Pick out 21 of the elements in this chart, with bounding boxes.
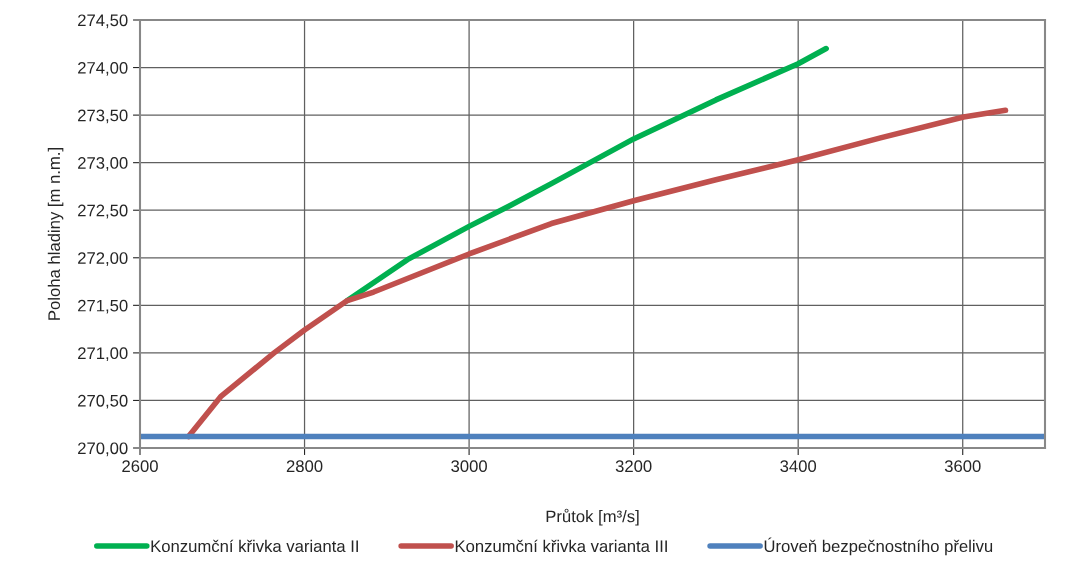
y-tick-label: 273,50 (78, 109, 128, 124)
y-tick-label: 270,50 (78, 394, 128, 409)
x-tick-label: 2800 (286, 460, 323, 473)
y-tick-label: 271,50 (78, 299, 128, 314)
y-tick-label: 272,50 (78, 204, 128, 219)
y-tick-label: 274,00 (78, 61, 128, 76)
y-tick-label: 272,00 (78, 252, 128, 266)
x-tick-label: 3400 (780, 460, 817, 473)
y-tick-label: 271,00 (78, 347, 128, 362)
x-tick-label: 3000 (451, 460, 487, 473)
y-tick-label: 274,50 (78, 14, 128, 29)
x-axis-title: Průtok [m³/s] (546, 508, 639, 526)
legend-label: Konzumční křivka varianta III (455, 539, 667, 553)
x-tick-label: 3600 (944, 460, 981, 473)
legend-label: Úroveň bezpečnostního přelivu (764, 537, 993, 556)
legend-label: Konzumční křivka varianta II (151, 539, 358, 553)
y-axis-title: Poloha hladiny [m n.m.] (47, 148, 64, 320)
y-tick-label: 270,00 (78, 442, 128, 457)
x-tick-label: 3200 (615, 460, 652, 473)
y-tick-label: 273,00 (78, 157, 128, 171)
x-tick-label: 2600 (122, 460, 158, 473)
